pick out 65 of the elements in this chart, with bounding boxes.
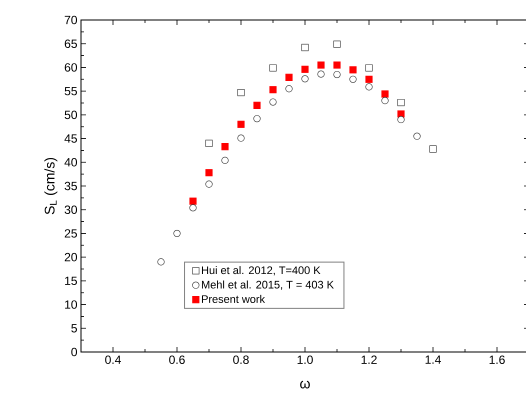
point bbox=[365, 76, 373, 83]
x-tick-label: 1.4 bbox=[426, 356, 441, 364]
x-axis-title: ω bbox=[300, 380, 310, 388]
point bbox=[269, 98, 277, 106]
y-axis-title: S$_{L}$ (cm/s) bbox=[44, 158, 58, 214]
point bbox=[205, 140, 213, 147]
point bbox=[301, 75, 309, 82]
point bbox=[269, 64, 277, 72]
point bbox=[333, 61, 341, 69]
legend-label: Present work bbox=[202, 294, 266, 303]
point bbox=[173, 230, 181, 238]
point bbox=[429, 145, 437, 153]
point bbox=[253, 115, 261, 122]
y-tick-label: 30 bbox=[64, 205, 78, 214]
point bbox=[397, 116, 405, 124]
y-tick-label: 15 bbox=[65, 276, 77, 286]
point bbox=[237, 88, 245, 96]
point bbox=[269, 86, 277, 94]
point bbox=[237, 120, 245, 128]
y-tick-label: 25 bbox=[64, 229, 77, 238]
y-tick-label: 45 bbox=[64, 134, 77, 143]
point bbox=[253, 102, 261, 109]
point bbox=[301, 44, 309, 52]
y-tick-label: 60 bbox=[64, 63, 78, 72]
point bbox=[221, 156, 229, 164]
point bbox=[381, 90, 389, 98]
point bbox=[205, 180, 213, 188]
point bbox=[221, 143, 229, 150]
point bbox=[349, 66, 357, 74]
y-tick-label: 35 bbox=[64, 182, 77, 190]
point bbox=[301, 66, 309, 73]
point bbox=[237, 134, 245, 142]
point bbox=[157, 258, 165, 266]
y-tick-label: 40 bbox=[64, 158, 78, 167]
y-tick-label: 20 bbox=[64, 252, 78, 262]
point bbox=[333, 40, 341, 48]
y-tick-label: 65 bbox=[64, 39, 77, 48]
point bbox=[397, 98, 405, 106]
x-tick-label: 1.2 bbox=[362, 356, 377, 364]
point bbox=[189, 198, 197, 205]
y-tick-label: 0 bbox=[71, 348, 78, 356]
point bbox=[365, 83, 373, 90]
point bbox=[349, 76, 357, 83]
legend-label: Hui et al. 2012, T=400 K bbox=[202, 266, 320, 276]
x-tick-label: 0.8 bbox=[233, 356, 249, 364]
point bbox=[285, 74, 293, 81]
x-tick-label: 0.4 bbox=[105, 356, 121, 364]
y-tick-label: 50 bbox=[64, 110, 78, 120]
y-tick-label: 70 bbox=[64, 16, 78, 24]
x-tick-label: 1.0 bbox=[298, 356, 313, 364]
point bbox=[365, 64, 373, 72]
point bbox=[317, 61, 325, 69]
point bbox=[333, 70, 341, 78]
y-tick-label: 10 bbox=[65, 300, 78, 309]
x-tick-label: 1.6 bbox=[490, 356, 505, 364]
x-tick-label: 0.6 bbox=[169, 356, 185, 364]
point bbox=[413, 132, 421, 140]
point bbox=[317, 70, 325, 78]
point bbox=[205, 169, 213, 176]
point bbox=[285, 85, 293, 92]
y-tick-label: 55 bbox=[64, 86, 77, 96]
y-tick-label: 5 bbox=[71, 324, 77, 332]
point bbox=[381, 97, 389, 104]
point bbox=[189, 204, 197, 212]
legend-label: Mehl et al. 2015, T = 403 K bbox=[202, 280, 334, 290]
